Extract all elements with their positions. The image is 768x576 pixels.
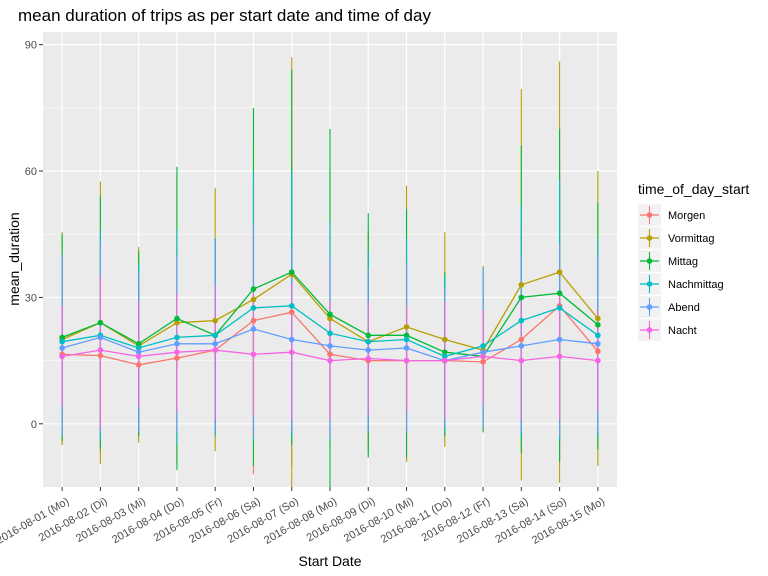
x-axis-title: Start Date bbox=[298, 553, 361, 569]
data-point-nachmittag bbox=[480, 343, 486, 349]
data-point-nacht bbox=[174, 349, 180, 355]
legend-key-point bbox=[646, 235, 653, 241]
data-point-abend bbox=[403, 345, 410, 351]
data-point-vormittag bbox=[174, 319, 180, 326]
data-point-mittag bbox=[174, 315, 180, 322]
data-point-abend bbox=[174, 340, 180, 347]
legend-label-morgen: Morgen bbox=[668, 210, 705, 222]
data-point-abend bbox=[97, 334, 104, 341]
data-point-nachmittag bbox=[174, 334, 180, 341]
data-point-nacht bbox=[288, 349, 295, 355]
legend-key-point bbox=[646, 327, 653, 333]
data-point-abend bbox=[288, 336, 295, 343]
legend-label-vormittag: Vormittag bbox=[668, 233, 714, 245]
data-point-abend bbox=[365, 347, 372, 353]
data-point-mittag bbox=[442, 349, 448, 355]
data-point-mittag bbox=[288, 269, 295, 275]
data-point-nacht bbox=[365, 355, 372, 362]
x-axis: 2016-08-01 (Mo)2016-08-02 (Di)2016-08-03… bbox=[0, 487, 607, 547]
data-point-vormittag bbox=[595, 315, 601, 322]
data-point-nachmittag bbox=[59, 338, 65, 345]
data-point-morgen bbox=[97, 352, 104, 359]
data-point-morgen bbox=[135, 362, 142, 368]
data-point-nacht bbox=[212, 347, 218, 353]
data-point-morgen bbox=[518, 336, 525, 343]
data-point-abend bbox=[480, 349, 486, 355]
data-point-abend bbox=[327, 343, 333, 349]
data-point-nachmittag bbox=[288, 303, 295, 309]
legend-label-nacht: Nacht bbox=[668, 325, 697, 337]
y-tick-label: 60 bbox=[25, 166, 37, 178]
data-point-nacht bbox=[556, 353, 563, 360]
data-point-morgen bbox=[327, 351, 333, 358]
chart-title: mean duration of trips as per start date… bbox=[18, 6, 431, 25]
data-point-vormittag bbox=[442, 336, 448, 343]
data-point-morgen bbox=[250, 317, 257, 324]
data-point-nachmittag bbox=[595, 332, 601, 339]
data-point-nachmittag bbox=[556, 305, 563, 311]
data-point-mittag bbox=[59, 334, 65, 341]
data-point-nachmittag bbox=[212, 332, 218, 339]
legend-label-mittag: Mittag bbox=[668, 256, 698, 268]
data-point-morgen bbox=[480, 359, 486, 365]
data-point-vormittag bbox=[327, 315, 333, 322]
data-point-nachmittag bbox=[365, 338, 372, 345]
legend-title: time_of_day_start bbox=[638, 181, 749, 197]
y-tick-label: 0 bbox=[31, 419, 37, 431]
data-point-mittag bbox=[556, 290, 563, 297]
data-point-morgen bbox=[595, 348, 601, 355]
data-point-nacht bbox=[595, 357, 601, 364]
data-point-mittag bbox=[595, 322, 601, 328]
y-tick-label: 90 bbox=[25, 40, 37, 52]
legend-key-point bbox=[646, 258, 653, 264]
data-point-morgen bbox=[288, 309, 295, 315]
data-point-mittag bbox=[327, 311, 333, 318]
legend: time_of_day_start Morgen Vormittag Mittag N… bbox=[638, 181, 749, 341]
legend-key-point bbox=[646, 281, 653, 287]
data-point-nacht bbox=[327, 357, 333, 364]
data-point-nachmittag bbox=[442, 353, 448, 360]
data-point-abend bbox=[556, 336, 563, 343]
data-point-mittag bbox=[97, 319, 104, 326]
data-point-mittag bbox=[250, 286, 257, 292]
legend-label-nachmittag: Nachmittag bbox=[668, 279, 724, 291]
y-tick-label: 30 bbox=[25, 292, 37, 304]
data-point-morgen bbox=[174, 355, 180, 361]
data-point-nachmittag bbox=[518, 317, 525, 324]
y-axis-title: mean_duration bbox=[6, 212, 22, 305]
legend-key-point bbox=[646, 304, 653, 310]
data-point-nachmittag bbox=[135, 345, 142, 351]
data-point-nacht bbox=[135, 353, 142, 360]
data-point-mittag bbox=[403, 332, 410, 339]
data-point-abend bbox=[59, 345, 65, 351]
legend-label-abend: Abend bbox=[668, 302, 700, 314]
data-point-vormittag bbox=[403, 324, 410, 330]
data-point-nachmittag bbox=[403, 336, 410, 343]
data-point-abend bbox=[595, 340, 601, 347]
data-point-nacht bbox=[480, 353, 486, 360]
data-point-abend bbox=[518, 343, 525, 349]
data-point-nacht bbox=[97, 347, 104, 353]
data-point-abend bbox=[212, 340, 218, 347]
data-point-vormittag bbox=[556, 269, 563, 275]
data-point-mittag bbox=[365, 332, 372, 339]
data-point-abend bbox=[135, 349, 142, 355]
legend-key-point bbox=[646, 212, 653, 218]
data-point-nachmittag bbox=[250, 305, 257, 311]
data-point-mittag bbox=[135, 340, 142, 347]
data-point-nacht bbox=[59, 353, 65, 360]
data-point-nacht bbox=[250, 351, 257, 358]
data-point-vormittag bbox=[250, 296, 257, 303]
data-point-abend bbox=[250, 326, 257, 332]
y-axis: 0 30 60 90 bbox=[25, 40, 43, 431]
series-points bbox=[59, 269, 601, 368]
data-point-nacht bbox=[442, 357, 448, 364]
data-point-mittag bbox=[518, 294, 525, 301]
data-point-nachmittag bbox=[327, 330, 333, 337]
data-point-nacht bbox=[403, 357, 410, 364]
data-point-vormittag bbox=[212, 317, 218, 324]
data-point-nacht bbox=[518, 357, 525, 364]
data-point-vormittag bbox=[518, 281, 525, 288]
